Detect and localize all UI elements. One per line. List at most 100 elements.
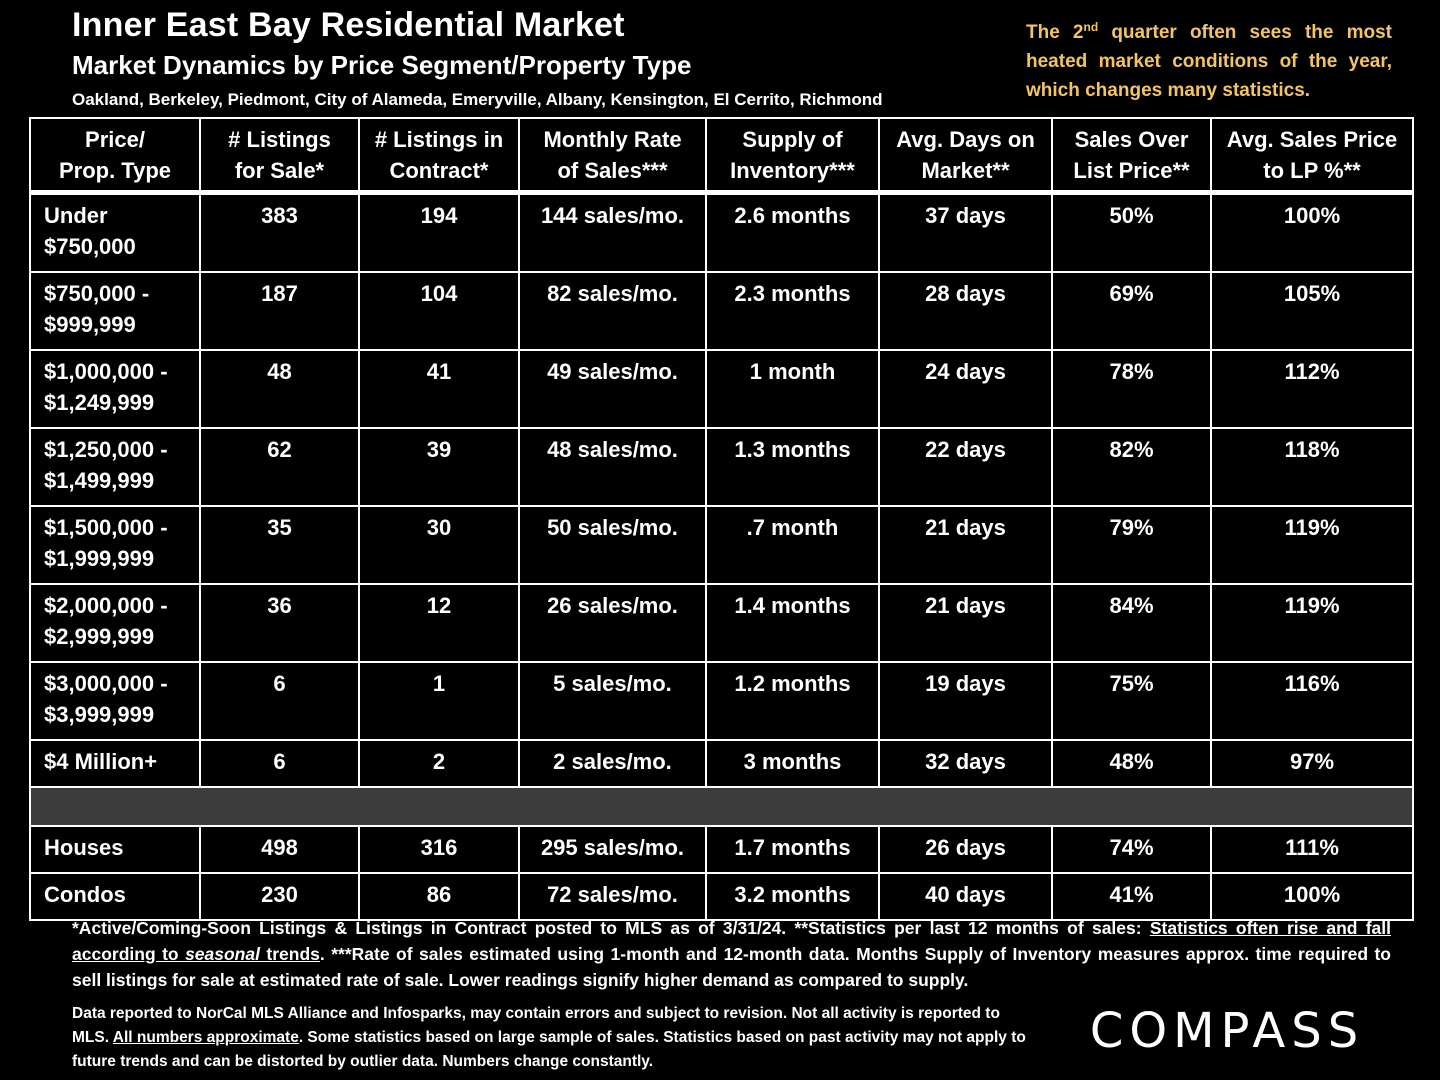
- table-row: $1,500,000 - $1,999,999 35 30 50 sales/mo…: [29, 505, 1414, 585]
- header-monthly-rate: Monthly Rate of Sales***: [518, 117, 707, 195]
- table-row: $4 Million+ 6 2 2 sales/mo. 3 months 32 …: [29, 739, 1414, 788]
- price-to-lp-cell: 97%: [1210, 739, 1414, 788]
- segment-label: $2,000,000 - $2,999,999: [29, 583, 201, 663]
- contract-cell: 316: [358, 825, 520, 874]
- supply-cell: 2.6 months: [705, 191, 880, 273]
- listings-cell: 6: [199, 739, 360, 788]
- segment-label: $3,000,000 - $3,999,999: [29, 661, 201, 741]
- rate-cell: 49 sales/mo.: [518, 349, 707, 429]
- footnote-stats: *Active/Coming-Soon Listings & Listings …: [72, 918, 1392, 990]
- dom-cell: 28 days: [878, 271, 1053, 351]
- rate-cell: 26 sales/mo.: [518, 583, 707, 663]
- header-sales-over-list: Sales Over List Price**: [1051, 117, 1212, 195]
- over-list-cell: 50%: [1051, 191, 1212, 273]
- rate-cell: 72 sales/mo.: [518, 872, 707, 921]
- listings-cell: 230: [199, 872, 360, 921]
- price-to-lp-cell: 119%: [1210, 583, 1414, 663]
- listings-cell: 35: [199, 505, 360, 585]
- dom-cell: 22 days: [878, 427, 1053, 507]
- segment-label: $750,000 - $999,999: [29, 271, 201, 351]
- segment-label: $4 Million+: [29, 739, 201, 788]
- contract-cell: 194: [358, 191, 520, 273]
- segment-label: $1,000,000 - $1,249,999: [29, 349, 201, 429]
- seasonal-link-text: Statistics often rise and fall according…: [72, 918, 1392, 964]
- supply-cell: 1.4 months: [705, 583, 880, 663]
- table-row: $1,250,000 - $1,499,999 62 39 48 sales/mo…: [29, 427, 1414, 507]
- type-label: Houses: [29, 825, 201, 874]
- cities-list: Oakland, Berkeley, Piedmont, City of Ala…: [72, 90, 883, 109]
- over-list-cell: 78%: [1051, 349, 1212, 429]
- dom-cell: 40 days: [878, 872, 1053, 921]
- rate-cell: 82 sales/mo.: [518, 271, 707, 351]
- table-row: $3,000,000 - $3,999,999 6 1 5 sales/mo. 1…: [29, 661, 1414, 741]
- contract-cell: 1: [358, 661, 520, 741]
- dom-cell: 21 days: [878, 583, 1053, 663]
- price-to-lp-cell: 119%: [1210, 505, 1414, 585]
- type-label: Condos: [29, 872, 201, 921]
- table-row: Houses 498 316 295 sales/mo. 1.7 months …: [29, 825, 1414, 874]
- over-list-cell: 84%: [1051, 583, 1212, 663]
- listings-cell: 498: [199, 825, 360, 874]
- table-row: $750,000 - $999,999 187 104 82 sales/mo. …: [29, 271, 1414, 351]
- price-to-lp-cell: 105%: [1210, 271, 1414, 351]
- over-list-cell: 41%: [1051, 872, 1212, 921]
- header-listings-for-sale: # Listings for Sale*: [199, 117, 360, 195]
- table-row: $2,000,000 - $2,999,999 36 12 26 sales/mo…: [29, 583, 1414, 663]
- supply-cell: 2.3 months: [705, 271, 880, 351]
- dom-cell: 21 days: [878, 505, 1053, 585]
- dom-cell: 32 days: [878, 739, 1053, 788]
- page-subtitle: Market Dynamics by Price Segment/Propert…: [72, 50, 692, 80]
- price-to-lp-cell: 100%: [1210, 191, 1414, 273]
- market-table: Price/Prop. Type # Listings for Sale* # L…: [29, 117, 1414, 921]
- separator-row: [29, 786, 1414, 827]
- over-list-cell: 74%: [1051, 825, 1212, 874]
- header-price-type: Price/Prop. Type: [29, 117, 201, 195]
- rate-cell: 5 sales/mo.: [518, 661, 707, 741]
- note-text-pre: The 2: [1026, 22, 1084, 43]
- listings-cell: 187: [199, 271, 360, 351]
- dom-cell: 26 days: [878, 825, 1053, 874]
- rate-cell: 48 sales/mo.: [518, 427, 707, 507]
- segment-label: $1,250,000 - $1,499,999: [29, 427, 201, 507]
- contract-cell: 12: [358, 583, 520, 663]
- supply-cell: 1 month: [705, 349, 880, 429]
- approximate-note: All numbers approximate: [112, 1029, 299, 1046]
- dom-cell: 24 days: [878, 349, 1053, 429]
- rate-cell: 144 sales/mo.: [518, 191, 707, 273]
- note-text-post: quarter often sees the most heated marke…: [1026, 22, 1392, 101]
- contract-cell: 104: [358, 271, 520, 351]
- over-list-cell: 79%: [1051, 505, 1212, 585]
- over-list-cell: 82%: [1051, 427, 1212, 507]
- dom-cell: 19 days: [878, 661, 1053, 741]
- table-header: Price/Prop. Type # Listings for Sale* # L…: [29, 117, 1414, 195]
- seasonal-note: The 2nd quarter often sees the most heat…: [1026, 18, 1392, 105]
- contract-cell: 30: [358, 505, 520, 585]
- compass-logo: COMPASS: [1089, 1003, 1365, 1059]
- header-listings-in-contract: # Listings in Contract*: [358, 117, 520, 195]
- over-list-cell: 48%: [1051, 739, 1212, 788]
- header-supply: Supply of Inventory***: [705, 117, 880, 195]
- supply-cell: 3.2 months: [705, 872, 880, 921]
- supply-cell: 1.3 months: [705, 427, 880, 507]
- supply-cell: .7 month: [705, 505, 880, 585]
- price-to-lp-cell: 116%: [1210, 661, 1414, 741]
- header-sales-price-to-lp: Avg. Sales Price to LP %**: [1210, 117, 1414, 195]
- contract-cell: 41: [358, 349, 520, 429]
- price-to-lp-cell: 112%: [1210, 349, 1414, 429]
- contract-cell: 2: [358, 739, 520, 788]
- table-row: Condos 230 86 72 sales/mo. 3.2 months 40…: [29, 872, 1414, 921]
- listings-cell: 48: [199, 349, 360, 429]
- header-days-on-market: Avg. Days on Market**: [878, 117, 1053, 195]
- listings-cell: 36: [199, 583, 360, 663]
- rate-cell: 295 sales/mo.: [518, 825, 707, 874]
- listings-cell: 6: [199, 661, 360, 741]
- table-row: $1,000,000 - $1,249,999 48 41 49 sales/mo…: [29, 349, 1414, 429]
- rate-cell: 50 sales/mo.: [518, 505, 707, 585]
- price-to-lp-cell: 118%: [1210, 427, 1414, 507]
- supply-cell: 1.7 months: [705, 825, 880, 874]
- footnote-disclaimer: Data reported to NorCal MLS Alliance and…: [72, 1005, 1026, 1070]
- over-list-cell: 69%: [1051, 271, 1212, 351]
- page-title: Inner East Bay Residential Market: [72, 6, 625, 44]
- table-row: Under $750,000 383 194 144 sales/mo. 2.6 …: [29, 191, 1414, 273]
- over-list-cell: 75%: [1051, 661, 1212, 741]
